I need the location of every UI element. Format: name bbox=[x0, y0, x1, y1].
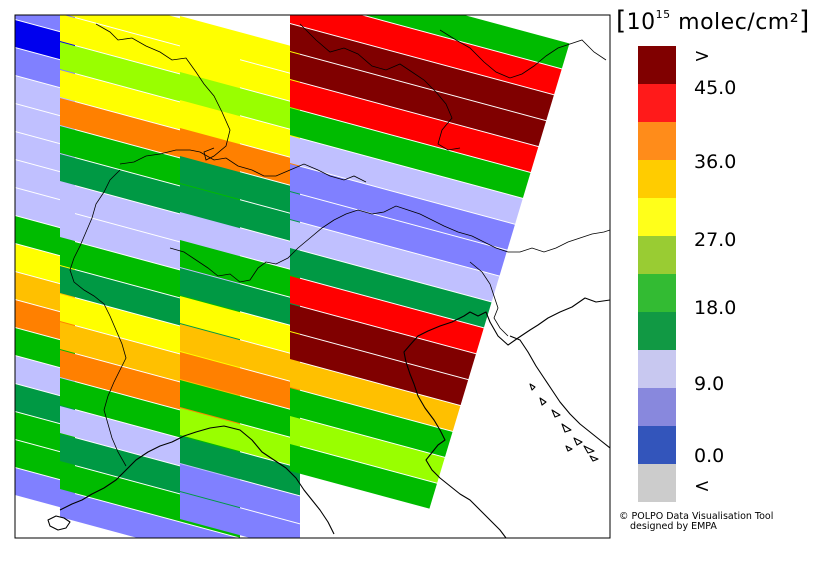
credit-line-1: © POLPO Data Visualisation Tool bbox=[619, 511, 774, 522]
legend-title: [1015 molec/cm²] bbox=[616, 6, 810, 36]
swath-pixel bbox=[180, 268, 300, 328]
swath-pixel bbox=[180, 352, 300, 412]
credit-line-2: designed by EMPA bbox=[630, 521, 717, 532]
satellite-swath-layer bbox=[0, 0, 610, 538]
france-switzerland-border bbox=[95, 23, 231, 161]
swath-pixel bbox=[290, 80, 590, 188]
swath-pixel bbox=[180, 44, 300, 104]
austria-germany-border bbox=[299, 23, 461, 151]
croatian-islands bbox=[529, 383, 599, 462]
swath-pixel bbox=[180, 184, 300, 244]
swath-pixel bbox=[180, 16, 300, 76]
ligurian-coastline bbox=[59, 425, 335, 535]
swath-pixel bbox=[0, 0, 75, 7]
italy-slovenia-border bbox=[469, 261, 509, 337]
france-italy-border bbox=[69, 169, 127, 467]
alpine-north-border bbox=[119, 149, 201, 165]
swath-pixel bbox=[364, 15, 590, 76]
swath-pixel bbox=[180, 296, 300, 356]
swath-pixel bbox=[180, 324, 300, 384]
unit-base: 10 bbox=[626, 10, 656, 35]
swath-pixel bbox=[180, 436, 300, 496]
swath-pixel bbox=[290, 108, 590, 216]
swath-pixel bbox=[290, 136, 590, 244]
adriatic-coastline bbox=[403, 297, 610, 538]
swiss-southern-border bbox=[169, 205, 610, 283]
swath-pixel bbox=[180, 128, 300, 188]
corsica-coast bbox=[47, 515, 71, 531]
swath-pixel bbox=[180, 100, 300, 160]
swath-pixel bbox=[60, 490, 238, 538]
switzerland-italy-border bbox=[199, 151, 367, 183]
swath-pixel bbox=[180, 492, 300, 538]
unit-exponent: 15 bbox=[655, 7, 671, 21]
swath-pixel bbox=[290, 52, 590, 160]
unit-rest: molec/cm² bbox=[678, 10, 800, 35]
swath-pixel bbox=[290, 15, 590, 104]
swath-pixel bbox=[180, 408, 300, 468]
map-frame bbox=[14, 14, 611, 539]
swath-pixel bbox=[180, 380, 300, 440]
coastline-layer bbox=[47, 23, 610, 538]
swath-pixel bbox=[290, 24, 590, 132]
germany-border-north bbox=[439, 29, 607, 79]
swath-pixel bbox=[180, 72, 300, 132]
swath-pixel bbox=[180, 464, 300, 524]
no-data-area bbox=[420, 15, 610, 538]
swath-pixel bbox=[180, 212, 300, 272]
swath-pixel bbox=[180, 156, 300, 216]
croatian-coastline bbox=[509, 335, 610, 449]
credit-text: © POLPO Data Visualisation Tool designed… bbox=[619, 512, 773, 532]
swath-pixel bbox=[180, 240, 300, 300]
